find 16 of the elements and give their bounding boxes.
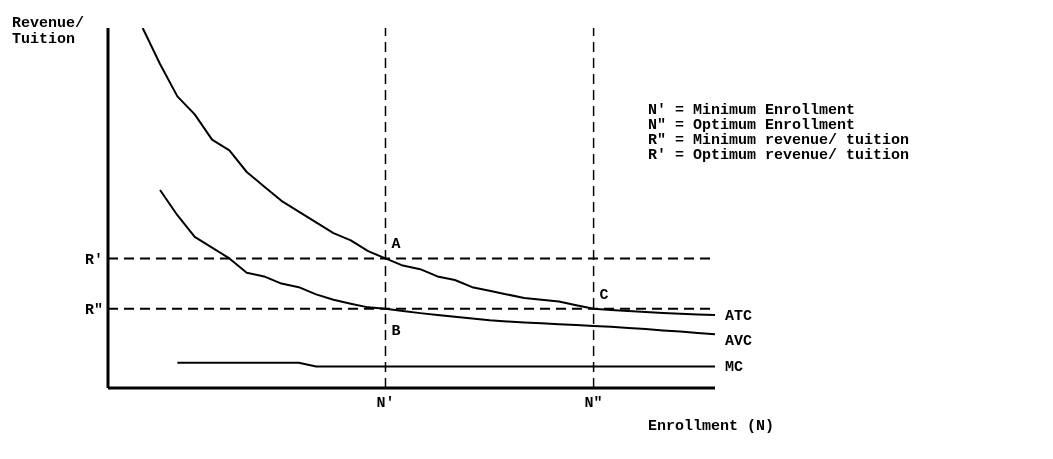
ref-line-label: R": [84, 302, 103, 320]
series-label: MC: [725, 359, 744, 377]
ref-line-label: R': [84, 251, 103, 269]
y-axis-title: Revenue/ Tuition: [12, 15, 85, 48]
series-label: ATC: [725, 307, 753, 325]
x-tick-label: N': [376, 394, 395, 412]
annotation: A: [391, 236, 401, 254]
annotation: N" = Optimum Enrollment: [648, 117, 856, 134]
x-axis-title: Enrollment (N): [648, 418, 775, 435]
x-tick-label: N": [584, 394, 603, 412]
annotation: R" = Minimum revenue/ tuition: [648, 132, 910, 149]
annotation: R' = Optimum revenue/ tuition: [648, 147, 910, 164]
series-label: AVC: [725, 333, 753, 351]
annotation: C: [599, 286, 609, 304]
annotation: N' = Minimum Enrollment: [648, 102, 857, 119]
annotation: B: [391, 322, 401, 340]
